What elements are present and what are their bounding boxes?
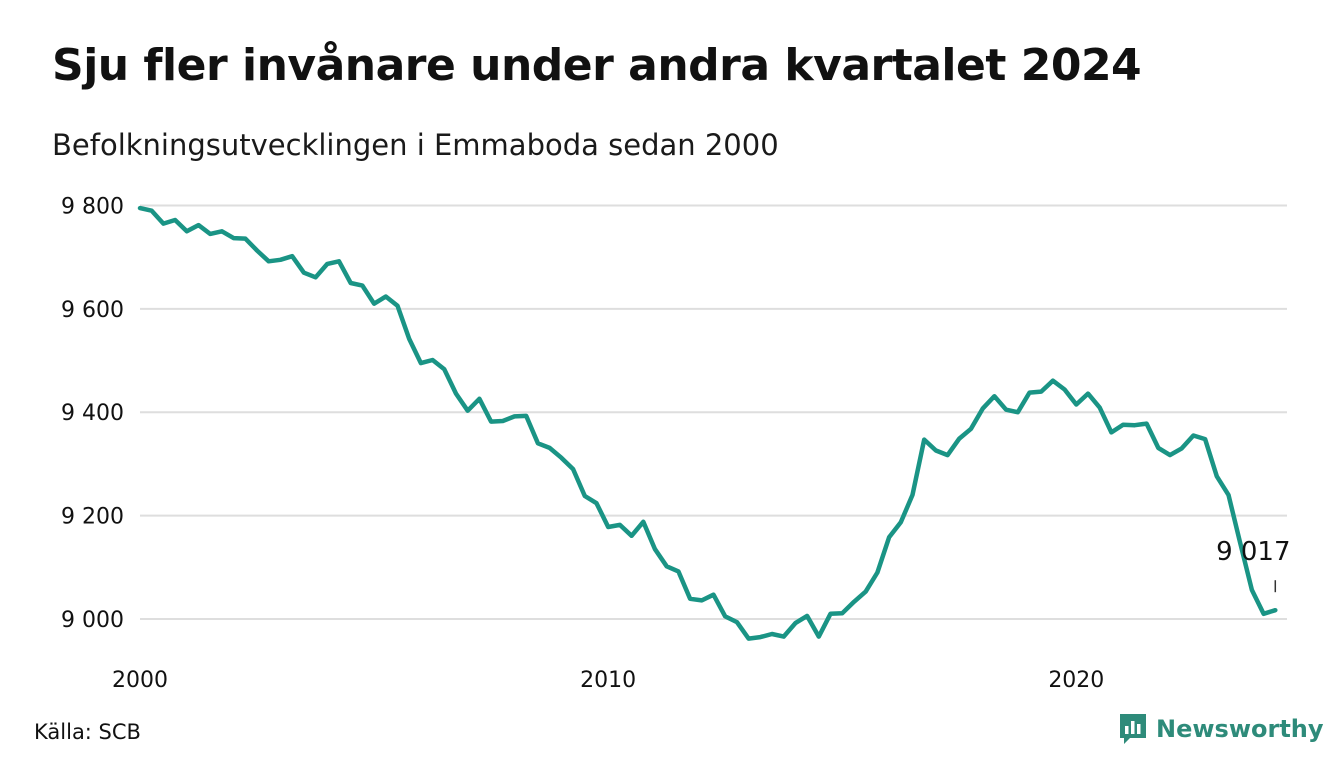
chart-subtitle: Befolkningsutvecklingen i Emmaboda sedan… — [52, 128, 779, 162]
series-line — [137, 205, 1278, 641]
end-value-label: 9 017 — [1216, 537, 1290, 567]
y-axis-tick-labels: 9 000 9 200 9 400 9 600 9 800 — [61, 195, 124, 633]
source-note: Källa: SCB — [34, 720, 141, 744]
y-tick-label: 9 800 — [61, 195, 124, 220]
x-axis-tick-labels: 2000 2010 2020 — [112, 668, 1104, 693]
brand-logo[interactable]: Newsworthy — [1118, 712, 1324, 746]
chart-title: Sju fler invånare under andra kvartalet … — [52, 40, 1142, 91]
brand-name: Newsworthy — [1156, 715, 1324, 743]
x-tick-label: 2000 — [112, 668, 168, 693]
y-tick-label: 9 400 — [61, 401, 124, 426]
x-tick-label: 2020 — [1048, 668, 1104, 693]
grid-lines — [140, 204, 1287, 620]
y-tick-label: 9 000 — [61, 608, 124, 633]
y-tick-label: 9 200 — [61, 505, 124, 530]
x-tick-label: 2010 — [580, 668, 636, 693]
newsworthy-logo-icon — [1120, 714, 1146, 744]
y-tick-label: 9 600 — [61, 298, 124, 323]
